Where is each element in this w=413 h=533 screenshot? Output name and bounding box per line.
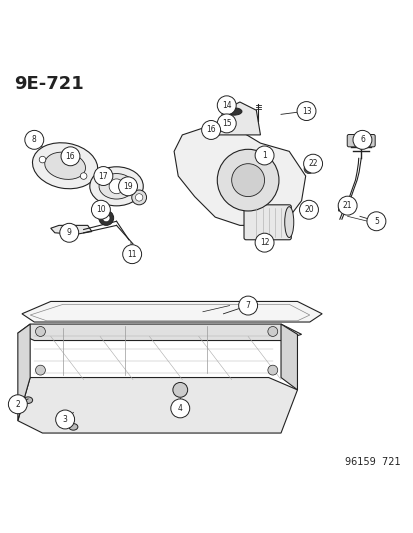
- Circle shape: [36, 365, 45, 375]
- Polygon shape: [18, 377, 297, 433]
- Circle shape: [131, 190, 146, 205]
- Circle shape: [102, 214, 110, 222]
- Circle shape: [267, 327, 277, 336]
- Circle shape: [254, 233, 273, 252]
- Text: 10: 10: [96, 205, 105, 214]
- Text: 12: 12: [259, 238, 269, 247]
- Circle shape: [352, 131, 371, 149]
- Text: 9E-721: 9E-721: [14, 75, 83, 93]
- Circle shape: [55, 410, 74, 429]
- Ellipse shape: [24, 397, 33, 403]
- Circle shape: [118, 177, 137, 196]
- Circle shape: [238, 296, 257, 315]
- Text: 20: 20: [304, 205, 313, 214]
- Circle shape: [59, 223, 78, 242]
- FancyBboxPatch shape: [347, 134, 374, 147]
- Circle shape: [36, 327, 45, 336]
- Text: 16: 16: [66, 152, 75, 161]
- Polygon shape: [51, 225, 92, 235]
- Circle shape: [68, 148, 74, 155]
- Text: 22: 22: [308, 159, 317, 168]
- Circle shape: [303, 154, 322, 173]
- Circle shape: [91, 200, 110, 219]
- Polygon shape: [338, 203, 346, 211]
- Ellipse shape: [90, 167, 143, 206]
- Text: 14: 14: [221, 101, 231, 110]
- Circle shape: [25, 131, 44, 149]
- Polygon shape: [22, 302, 321, 322]
- Text: 13: 13: [301, 107, 311, 116]
- Ellipse shape: [284, 207, 293, 238]
- Circle shape: [231, 164, 264, 197]
- Text: 17: 17: [98, 172, 108, 181]
- Circle shape: [201, 120, 220, 140]
- Text: 7: 7: [245, 301, 250, 310]
- Circle shape: [303, 164, 313, 174]
- Text: 11: 11: [127, 249, 137, 259]
- Circle shape: [337, 196, 356, 215]
- Text: 4: 4: [178, 404, 182, 413]
- Circle shape: [217, 149, 278, 211]
- Text: 5: 5: [373, 217, 378, 226]
- Text: 9: 9: [66, 228, 71, 237]
- Text: 21: 21: [342, 201, 351, 210]
- Circle shape: [217, 96, 236, 115]
- Circle shape: [135, 193, 142, 201]
- Circle shape: [94, 167, 113, 185]
- Circle shape: [217, 114, 236, 133]
- Circle shape: [109, 179, 123, 193]
- Text: 8: 8: [32, 135, 37, 144]
- Text: 15: 15: [221, 119, 231, 128]
- Circle shape: [122, 245, 141, 264]
- Circle shape: [8, 395, 27, 414]
- Text: 16: 16: [206, 125, 216, 134]
- Circle shape: [99, 211, 114, 225]
- Ellipse shape: [45, 152, 85, 180]
- Text: 96159  721: 96159 721: [344, 457, 399, 467]
- Circle shape: [366, 212, 385, 231]
- Ellipse shape: [225, 108, 241, 115]
- Polygon shape: [174, 127, 305, 225]
- Polygon shape: [18, 324, 30, 421]
- Text: 19: 19: [123, 182, 133, 191]
- Circle shape: [39, 156, 46, 163]
- Text: 3: 3: [62, 415, 67, 424]
- Polygon shape: [215, 102, 260, 135]
- Circle shape: [267, 365, 277, 375]
- Ellipse shape: [69, 424, 78, 430]
- Text: 2: 2: [15, 400, 20, 409]
- Circle shape: [61, 147, 80, 166]
- Text: 6: 6: [359, 135, 364, 144]
- Circle shape: [297, 102, 315, 120]
- Ellipse shape: [99, 174, 134, 199]
- Ellipse shape: [32, 143, 97, 189]
- Text: 1: 1: [261, 151, 266, 160]
- Circle shape: [80, 173, 87, 179]
- Circle shape: [299, 200, 318, 219]
- Circle shape: [254, 146, 273, 165]
- Circle shape: [173, 383, 187, 397]
- Circle shape: [171, 399, 189, 418]
- Polygon shape: [280, 324, 297, 390]
- Polygon shape: [18, 324, 301, 341]
- FancyBboxPatch shape: [243, 205, 291, 240]
